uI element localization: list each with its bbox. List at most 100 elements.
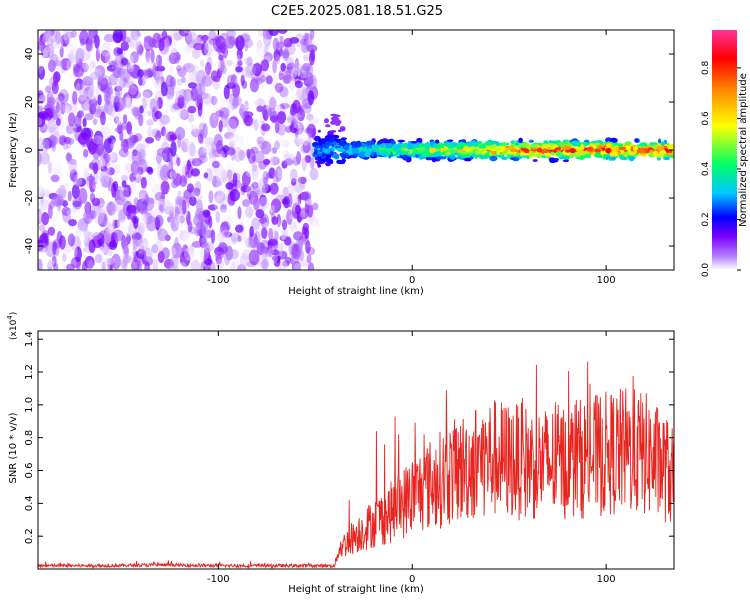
heatmap-cell (124, 83, 129, 94)
heatmap-cell (152, 62, 157, 78)
heatmap-cell (660, 141, 665, 146)
heatmap-cell (218, 209, 230, 220)
heatmap-cell (75, 227, 82, 239)
heatmap-cell (128, 131, 134, 147)
heatmap-cell (276, 194, 284, 201)
heatmap-cell (228, 116, 239, 129)
heatmap-cell (71, 244, 78, 258)
heatmap-cell (330, 130, 337, 133)
heatmap-cell (252, 131, 259, 140)
heatmap-cell (485, 144, 493, 150)
heatmap-cell (121, 174, 129, 182)
heatmap-cell (115, 89, 121, 103)
heatmap-cell (656, 145, 661, 150)
heatmap-cell (74, 54, 80, 64)
heatmap-cell (267, 248, 274, 255)
heatmap-cell (301, 42, 309, 54)
heatmap-cell (510, 157, 516, 160)
heatmap-cell (311, 202, 319, 211)
heatmap-cell (659, 145, 665, 151)
heatmap-cell (237, 59, 243, 67)
heatmap-cell (265, 185, 271, 194)
heatmap-cell (103, 33, 115, 43)
heatmap-cell (385, 142, 393, 149)
heatmap-cell (38, 66, 45, 80)
heatmap-cell (339, 139, 345, 144)
heatmap-cell (120, 41, 129, 52)
heatmap-cell (196, 34, 204, 43)
heatmap-cell (39, 152, 51, 165)
heatmap-cell (94, 65, 106, 79)
heatmap-cell (114, 85, 123, 92)
heatmap-cell (436, 144, 441, 147)
heatmap-cell (261, 131, 266, 143)
heatmap-cell (279, 102, 290, 110)
heatmap-cell (294, 80, 303, 89)
heatmap-cell (155, 238, 163, 253)
heatmap-cell (440, 147, 444, 153)
heatmap-cell (666, 152, 674, 156)
y-tick-label: 20 (24, 96, 35, 109)
heatmap-cell (199, 241, 208, 249)
heatmap-cell (38, 242, 49, 253)
heatmap-cell (556, 151, 564, 157)
heatmap-cell (142, 91, 151, 106)
heatmap-cell (69, 54, 80, 64)
heatmap-cell (38, 40, 45, 51)
heatmap-cell (171, 169, 176, 180)
heatmap-cell (38, 111, 49, 120)
heatmap-cell (321, 139, 326, 144)
heatmap-cell (290, 257, 294, 265)
heatmap-cell (246, 169, 255, 178)
heatmap-cell (167, 187, 174, 204)
heatmap-cell (653, 150, 659, 156)
heatmap-cell (234, 251, 244, 262)
heatmap-cell (203, 265, 210, 270)
heatmap-cell (210, 141, 218, 154)
heatmap-cell (232, 96, 240, 109)
heatmap-cell (456, 143, 462, 148)
heatmap-cell (198, 84, 203, 100)
heatmap-cell (38, 93, 46, 105)
heatmap-cell (609, 137, 618, 144)
heatmap-cell (244, 100, 249, 112)
heatmap-cell (263, 158, 271, 166)
heatmap-cell (583, 153, 592, 159)
heatmap-cell (124, 243, 129, 259)
snr-x-axis-label: Height of straight line (km) (288, 584, 424, 595)
heatmap-cell (60, 58, 72, 71)
heatmap-cell (261, 259, 269, 270)
heatmap-cell (212, 160, 220, 169)
heatmap-cell (530, 147, 538, 151)
heatmap-cell (143, 265, 151, 270)
heatmap-cell (324, 137, 330, 141)
heatmap-cell (130, 31, 142, 38)
heatmap-cell (243, 115, 253, 127)
heatmap-cell (325, 124, 331, 128)
heatmap-cell (294, 138, 305, 145)
heatmap-cell (140, 176, 147, 189)
heatmap-cell (528, 139, 535, 143)
heatmap-cell (212, 175, 218, 188)
heatmap-cell (501, 156, 508, 160)
heatmap-cell (45, 85, 52, 93)
heatmap-cell (227, 135, 239, 144)
heatmap-cell (283, 158, 294, 166)
colorbar-tick-label: 0.6 (701, 111, 711, 126)
heatmap-cell (187, 82, 198, 89)
heatmap-cell (111, 253, 121, 270)
heatmap-cell (202, 143, 213, 153)
heatmap-cell (84, 113, 94, 121)
heatmap-cell (279, 184, 284, 200)
heatmap-cell (304, 74, 311, 84)
heatmap-cell (273, 49, 281, 62)
heatmap-cell (238, 149, 246, 161)
heatmap-cell (67, 233, 76, 247)
heatmap-cell (142, 112, 152, 121)
heatmap-cell (179, 262, 187, 270)
heatmap-cell (190, 259, 201, 270)
heatmap-cell (663, 157, 671, 161)
heatmap-cell (119, 196, 128, 206)
heatmap-cell (188, 147, 195, 162)
heatmap-cell (128, 87, 138, 96)
